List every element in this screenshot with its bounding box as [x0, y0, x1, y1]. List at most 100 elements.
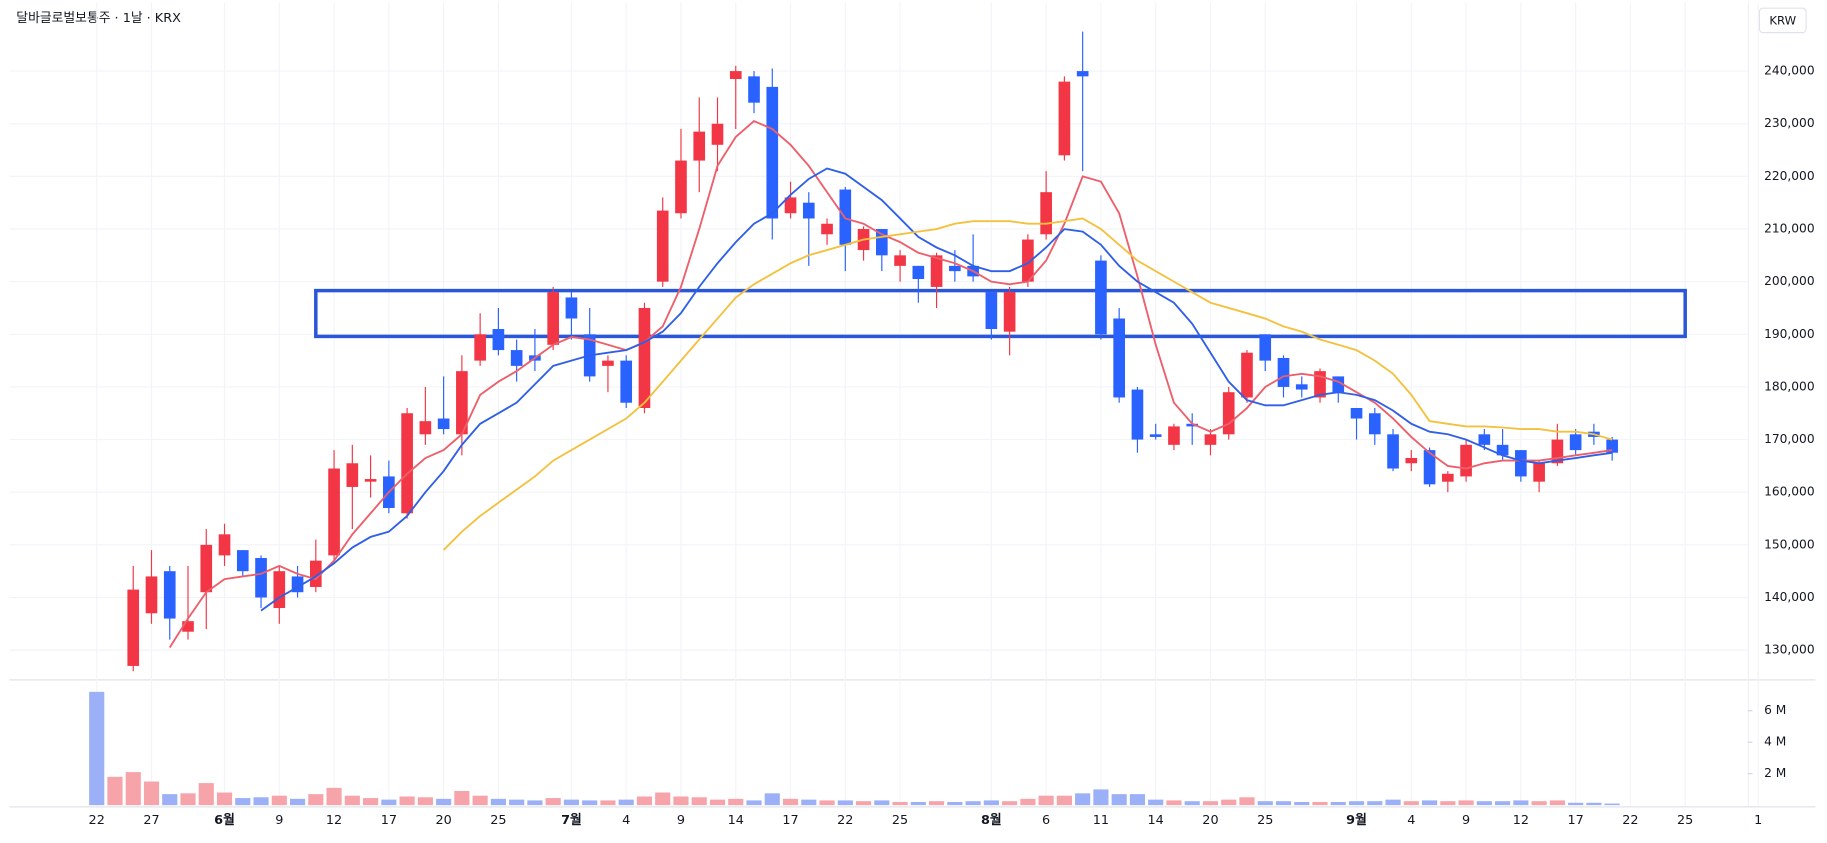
x-tick-label: 9: [275, 813, 283, 828]
x-tick-label: 22: [837, 813, 853, 828]
volume-bar: [1421, 800, 1438, 806]
currency-box[interactable]: [1758, 7, 1807, 34]
volume-bar: [89, 691, 105, 806]
candle-body: [1405, 457, 1418, 464]
x-tick-label: 25: [892, 813, 908, 828]
x-tick-label: 17: [782, 813, 798, 828]
candle-body: [894, 255, 906, 266]
candle-body: [1259, 334, 1272, 361]
volume-bar: [1184, 801, 1200, 806]
candle-body: [1606, 439, 1618, 453]
volume-bar: [837, 800, 853, 806]
y-tick-label: 220,000: [1764, 169, 1815, 183]
volume-bar: [1531, 801, 1547, 806]
volume-bar: [819, 800, 835, 806]
candle-body: [656, 210, 669, 282]
volume-bar: [1075, 793, 1091, 806]
candle-body: [1241, 352, 1253, 398]
candle-body: [675, 160, 687, 214]
volume-bar: [746, 800, 762, 806]
volume-bar: [983, 800, 999, 806]
volume-bar: [344, 795, 360, 806]
volume-tick-label: 4 M: [1764, 735, 1786, 749]
candle-body: [1478, 434, 1491, 445]
x-tick-label: 12: [326, 813, 342, 828]
candle-body: [401, 413, 413, 514]
candle-body: [802, 202, 815, 219]
candle-body: [821, 223, 833, 235]
candle-body: [419, 421, 432, 435]
volume-bar: [363, 798, 379, 806]
volume-bar: [1476, 801, 1492, 806]
volume-bar: [1202, 801, 1219, 806]
currency-label[interactable]: KRW: [1769, 13, 1796, 27]
candle-body: [309, 560, 322, 587]
volume-bar: [1513, 800, 1529, 806]
volume-bar: [1239, 797, 1255, 806]
volume-bar: [1348, 801, 1365, 806]
volume-bar: [162, 794, 178, 806]
volume-bar: [691, 797, 707, 806]
candle-body: [1515, 450, 1527, 477]
volume-bar: [143, 781, 160, 806]
candle-body: [1332, 376, 1345, 393]
volume-bar: [582, 800, 598, 806]
candle-body: [1368, 413, 1381, 435]
candle-body: [784, 197, 797, 214]
y-tick-label: 230,000: [1764, 116, 1815, 130]
volume-bar: [563, 799, 580, 806]
x-tick-label: 25: [1677, 813, 1693, 828]
x-tick-label: 6: [1042, 813, 1050, 828]
volume-bar: [1403, 801, 1419, 806]
moving-average-line: [260, 167, 1613, 612]
candle-body: [474, 334, 486, 361]
candle-body: [693, 131, 706, 161]
volume-bar: [381, 799, 397, 806]
volume-bar: [454, 790, 470, 806]
volume-bar: [1093, 789, 1109, 806]
x-tick-label: 12: [1513, 813, 1529, 828]
x-tick-label: 7월: [561, 812, 582, 828]
candle-body: [1350, 407, 1363, 419]
candle-body: [912, 265, 925, 280]
volume-bar: [1294, 801, 1310, 806]
volume-bar: [1056, 795, 1072, 806]
candle-body: [1222, 392, 1235, 435]
candle-body: [949, 265, 961, 272]
candle-body: [1040, 192, 1052, 235]
candle-body: [1295, 384, 1308, 390]
x-tick-label: 25: [1257, 813, 1273, 828]
volume-bar: [1549, 800, 1565, 806]
volume-bar: [107, 776, 123, 806]
volume-bar: [855, 801, 872, 806]
volume-bar: [1129, 794, 1146, 806]
volume-bar: [728, 798, 744, 806]
candle-body: [492, 329, 505, 351]
candle-body: [1003, 292, 1016, 332]
candle-body: [1113, 318, 1126, 398]
candle-body: [547, 292, 559, 345]
candle-body: [638, 307, 651, 408]
volume-bar: [509, 799, 525, 806]
volume-bar: [1586, 802, 1602, 806]
volume-bar: [216, 792, 233, 806]
volume-tick-label: 2 M: [1764, 766, 1786, 780]
y-tick-label: 170,000: [1764, 432, 1815, 446]
x-tick-label: 8월: [981, 812, 1002, 828]
y-tick-label: 190,000: [1764, 327, 1815, 341]
candle-body: [236, 550, 249, 572]
x-tick-label: 11: [1093, 813, 1109, 828]
volume-bar: [1604, 803, 1620, 806]
x-tick-label: 25: [490, 813, 506, 828]
candle-body: [1058, 81, 1071, 156]
volume-bar: [636, 796, 653, 806]
x-tick-label: 9: [677, 813, 685, 828]
x-tick-label: 22: [1622, 813, 1638, 828]
candle-body: [364, 479, 377, 482]
volume-bar: [1440, 801, 1456, 806]
moving-average-line: [168, 119, 1613, 648]
candle-body: [218, 534, 231, 556]
candle-body: [1460, 444, 1472, 477]
candle-body: [328, 468, 340, 556]
